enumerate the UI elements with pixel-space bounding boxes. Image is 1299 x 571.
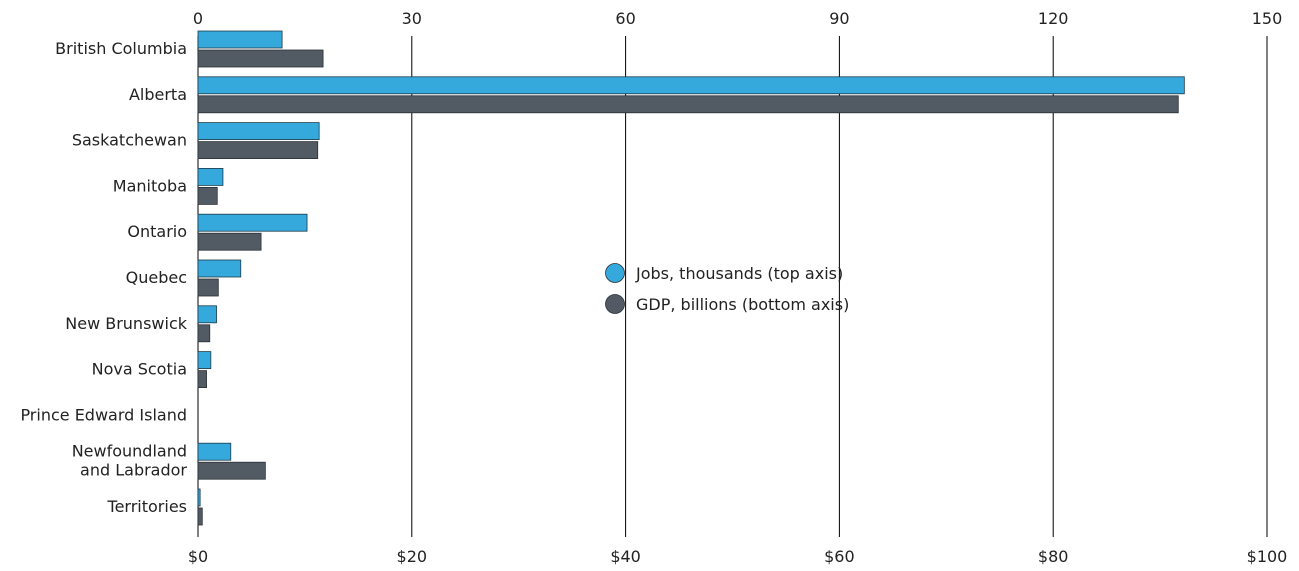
bar-jobs bbox=[197, 167, 224, 186]
bar-gdp bbox=[197, 278, 219, 297]
bar-jobs bbox=[197, 76, 1185, 95]
top-tick-label: 30 bbox=[402, 9, 422, 28]
category-label: Territories bbox=[107, 497, 187, 516]
bar-gdp bbox=[197, 95, 1179, 114]
bar-gdp bbox=[197, 324, 211, 343]
category-label: Nova Scotia bbox=[92, 360, 187, 379]
bottom-tick-label: $100 bbox=[1247, 547, 1288, 566]
category-label: Saskatchewan bbox=[72, 131, 187, 150]
category-label: Newfoundland and Labrador bbox=[72, 442, 188, 480]
legend-swatch bbox=[605, 263, 625, 283]
top-axis: 0 30 60 90 120 150 bbox=[193, 9, 1282, 28]
bar-gdp bbox=[197, 461, 266, 480]
bar-gdp bbox=[197, 186, 218, 205]
legend: Jobs, thousands (top axis) GDP, billions … bbox=[605, 263, 849, 314]
bar-jobs bbox=[197, 30, 283, 49]
bar-gdp bbox=[197, 232, 262, 251]
bar-jobs bbox=[197, 259, 242, 278]
top-tick-label: 90 bbox=[829, 9, 849, 28]
bar-jobs bbox=[197, 351, 212, 370]
top-tick-label: 150 bbox=[1252, 9, 1283, 28]
legend-label: Jobs, thousands (top axis) bbox=[635, 264, 843, 283]
bar-jobs bbox=[197, 305, 217, 324]
bottom-tick-label: $60 bbox=[824, 547, 855, 566]
top-tick-label: 60 bbox=[615, 9, 635, 28]
bar-jobs bbox=[197, 488, 201, 507]
category-label: New Brunswick bbox=[65, 314, 187, 333]
category-label: Quebec bbox=[126, 268, 187, 287]
bottom-tick-label: $20 bbox=[397, 547, 428, 566]
category-label: British Columbia bbox=[55, 39, 187, 58]
bar-jobs bbox=[197, 122, 320, 140]
legend-swatch bbox=[605, 294, 625, 314]
bottom-axis: $0 $20 $40 $60 $80 $100 bbox=[188, 547, 1288, 566]
bar-jobs bbox=[197, 213, 308, 232]
category-label: Alberta bbox=[129, 85, 187, 104]
category-label: Prince Edward Island bbox=[20, 405, 187, 424]
category-label: Manitoba bbox=[113, 176, 187, 195]
category-label: Ontario bbox=[127, 222, 187, 241]
top-tick-label: 120 bbox=[1038, 9, 1069, 28]
bar-gdp bbox=[197, 507, 203, 526]
bars bbox=[197, 30, 1185, 526]
bottom-tick-label: $80 bbox=[1038, 547, 1069, 566]
bar-jobs bbox=[197, 442, 232, 461]
bar-gdp bbox=[197, 49, 324, 68]
bar-gdp bbox=[197, 141, 319, 160]
bar-gdp bbox=[197, 370, 207, 389]
legend-label: GDP, billions (bottom axis) bbox=[636, 295, 849, 314]
category-labels: British Columbia Alberta Saskatchewan Manit… bbox=[20, 39, 187, 516]
bottom-tick-label: $40 bbox=[610, 547, 641, 566]
top-tick-label: 0 bbox=[193, 9, 203, 28]
bottom-tick-label: $0 bbox=[188, 547, 208, 566]
